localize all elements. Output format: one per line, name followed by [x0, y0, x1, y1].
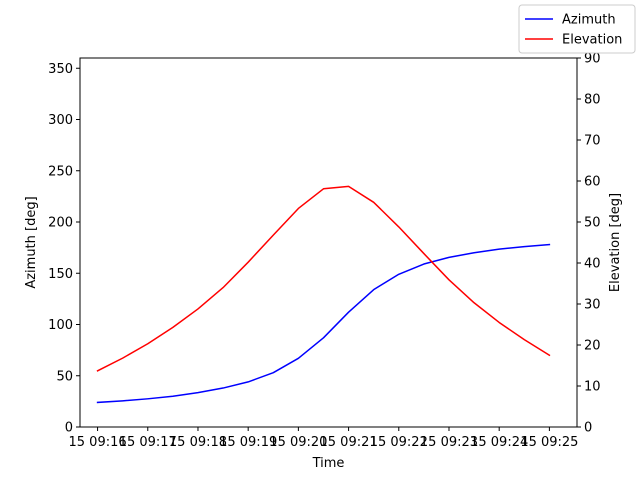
- x-tick-label: 15 09:22: [370, 435, 428, 450]
- y-axis-left-title: Azimuth [deg]: [24, 196, 39, 288]
- x-tick-label: 15 09:17: [119, 435, 177, 450]
- legend: Azimuth Elevation: [518, 4, 636, 54]
- y-left-tick-label: 100: [48, 318, 73, 333]
- x-tick-label: 15 09:21: [320, 435, 378, 450]
- legend-label-elevation: Elevation: [562, 33, 622, 48]
- y-left-tick-label: 200: [48, 216, 73, 231]
- y-right-tick-label: 30: [584, 298, 601, 313]
- x-tick-label: 15 09:19: [219, 435, 277, 450]
- y-left-tick-label: 350: [48, 62, 73, 77]
- plot-frame: [79, 57, 578, 428]
- x-axis-title: Time: [312, 456, 345, 471]
- y-right-tick-label: 90: [584, 52, 601, 67]
- y-left-tick-label: 300: [48, 113, 73, 128]
- y-right-tick-label: 40: [584, 257, 601, 272]
- series-layer: [96, 185, 551, 404]
- y-right-tick-label: 50: [584, 216, 601, 231]
- y-right-tick-label: 70: [584, 134, 601, 149]
- y-left-tick-label: 50: [56, 369, 73, 384]
- x-tick-label: 15 09:16: [69, 435, 127, 450]
- y-right-tick-label: 20: [584, 339, 601, 354]
- x-tick-label: 15 09:20: [269, 435, 327, 450]
- x-tick-label: 15 09:25: [520, 435, 578, 450]
- y-left-tick-label: 0: [65, 421, 73, 436]
- y-axis-right-title: Elevation [deg]: [608, 193, 623, 292]
- y-left-tick-label: 250: [48, 164, 73, 179]
- x-tick-label: 15 09:24: [470, 435, 528, 450]
- y-right-tick-label: 10: [584, 380, 601, 395]
- y-right-tick-label: 60: [584, 175, 601, 190]
- y-left-tick-label: 150: [48, 267, 73, 282]
- series-line-azimuth: [96, 243, 551, 404]
- ticks-layer: 0 50 100 150 200 250 300 350 0 10 20 30 40 50 60 70 80 90…: [48, 52, 600, 451]
- y-right-tick-label: 0: [584, 421, 592, 436]
- y-right-tick-label: 80: [584, 93, 601, 108]
- x-tick-label: 15 09:18: [169, 435, 227, 450]
- x-tick-label: 15 09:23: [420, 435, 478, 450]
- legend-label-azimuth: Azimuth: [562, 13, 616, 28]
- legend-box: [518, 4, 636, 54]
- series-line-elevation: [96, 185, 551, 372]
